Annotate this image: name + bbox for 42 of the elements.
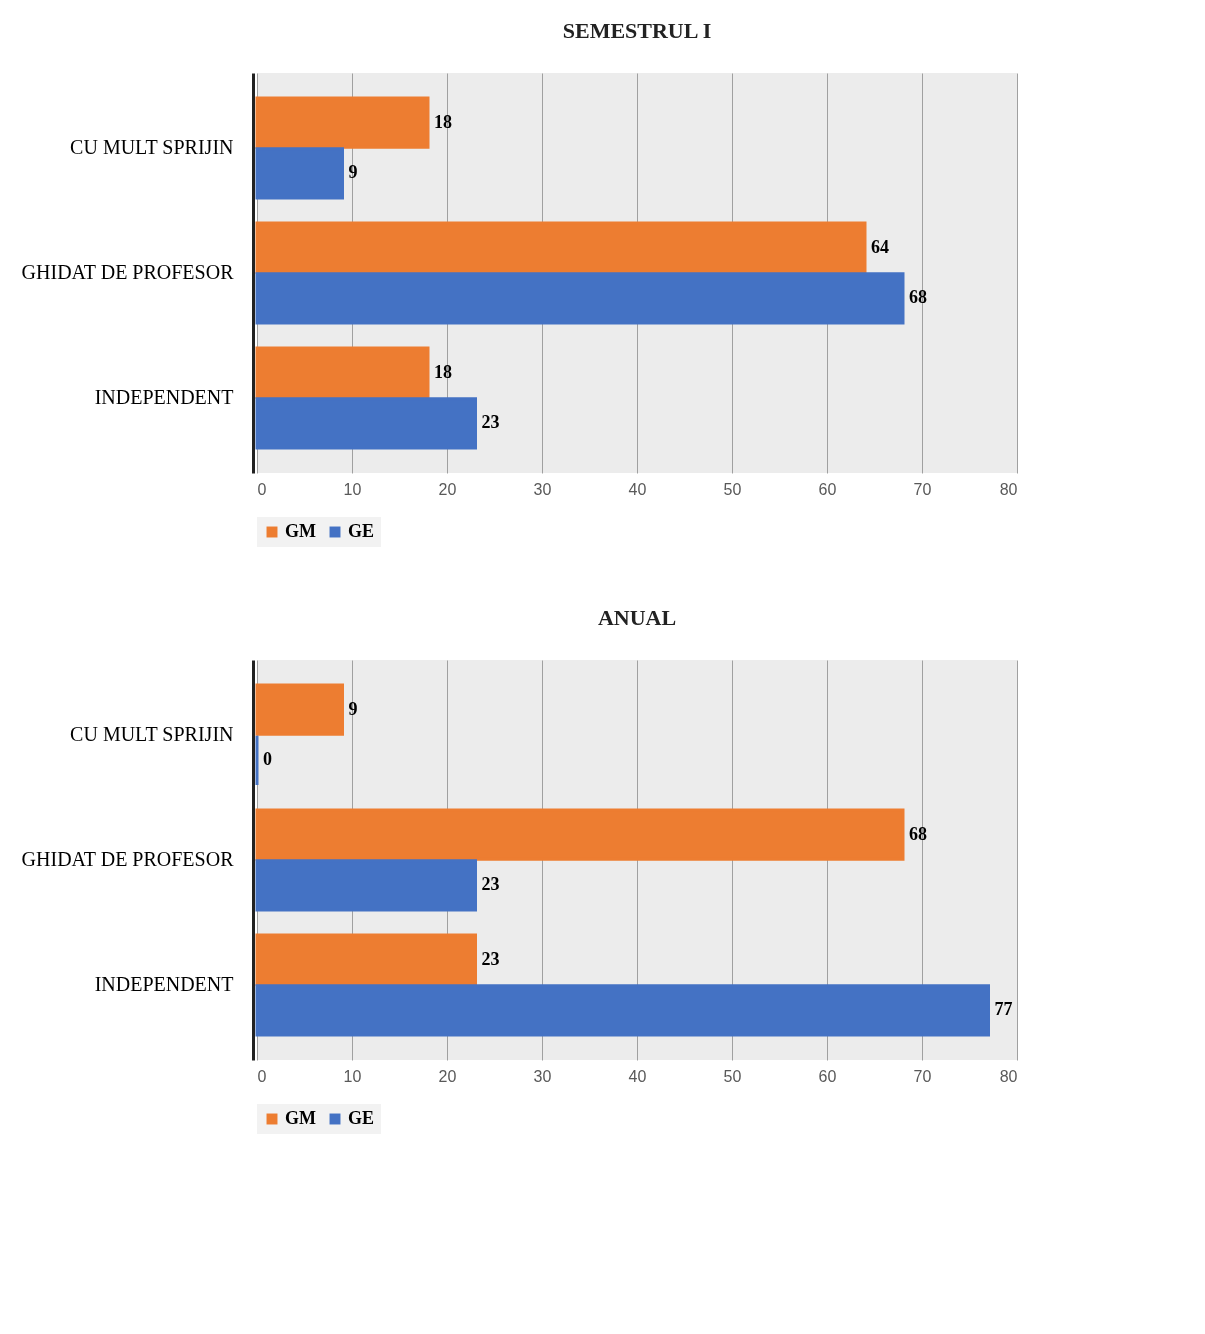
chart-title: SEMESTRUL I xyxy=(562,18,712,43)
x-tick-label: 40 xyxy=(628,480,647,498)
data-label: 0 xyxy=(263,749,272,770)
x-tick-label: 70 xyxy=(913,1067,932,1085)
y-tick-label: INDEPENDENT xyxy=(94,386,234,408)
x-tick-label: 10 xyxy=(343,480,362,498)
data-label: 23 xyxy=(481,412,500,433)
y-tick-label: CU MULT SPRIJIN xyxy=(70,136,234,158)
x-tick-label: 20 xyxy=(438,1067,457,1085)
data-label: 23 xyxy=(481,948,500,969)
y-tick-label: GHIDAT DE PROFESOR xyxy=(21,848,235,870)
legend-label: GE xyxy=(348,1108,375,1128)
x-tick-label: 60 xyxy=(818,1067,837,1085)
data-label: 68 xyxy=(909,287,927,308)
legend-label: GM xyxy=(285,1108,316,1128)
data-label: 9 xyxy=(348,698,358,719)
legend-label: GM xyxy=(285,521,316,541)
data-label: 18 xyxy=(434,361,452,382)
y-tick-label: CU MULT SPRIJIN xyxy=(70,723,234,745)
x-tick-label: 20 xyxy=(438,480,457,498)
data-label: 64 xyxy=(871,236,889,257)
data-label: 77 xyxy=(994,999,1013,1020)
y-tick-label: GHIDAT DE PROFESOR xyxy=(21,261,235,283)
x-tick-label: 30 xyxy=(533,480,552,498)
data-label: 23 xyxy=(481,874,500,895)
x-tick-label: 30 xyxy=(533,1067,552,1085)
data-label: 9 xyxy=(348,162,358,183)
chart-title: ANUAL xyxy=(597,605,677,630)
x-tick-label: 50 xyxy=(723,1067,742,1085)
x-tick-label: 50 xyxy=(723,480,742,498)
data-label: 68 xyxy=(909,823,927,844)
x-tick-label: 0 xyxy=(257,480,267,498)
x-tick-label: 80 xyxy=(999,1067,1018,1085)
x-tick-label: 60 xyxy=(818,480,837,498)
x-tick-label: 40 xyxy=(628,1067,647,1085)
data-label: 18 xyxy=(434,111,452,132)
y-tick-label: INDEPENDENT xyxy=(94,973,234,995)
legend-label: GE xyxy=(348,521,375,541)
x-tick-label: 10 xyxy=(343,1067,362,1085)
x-tick-label: 70 xyxy=(913,480,932,498)
x-tick-label: 80 xyxy=(999,480,1018,498)
x-tick-label: 0 xyxy=(257,1067,267,1085)
